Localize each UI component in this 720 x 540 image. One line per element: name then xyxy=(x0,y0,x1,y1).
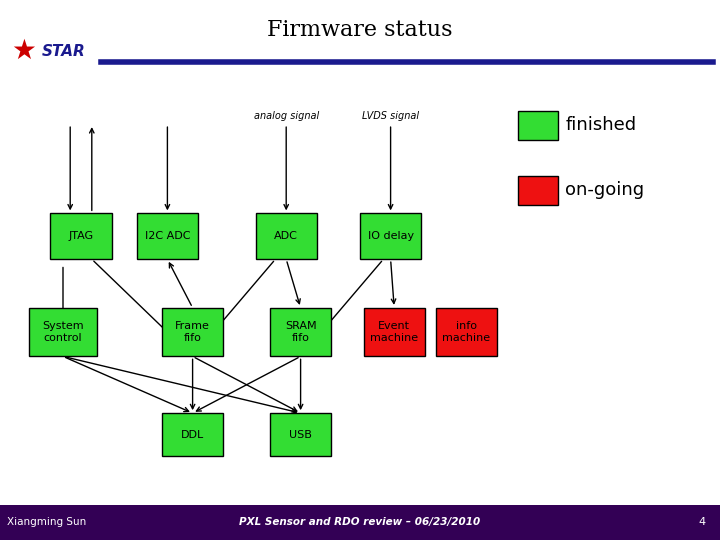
Text: PXL Sensor and RDO review – 06/23/2010: PXL Sensor and RDO review – 06/23/2010 xyxy=(239,517,481,527)
Text: 4: 4 xyxy=(698,517,706,527)
Text: on-going: on-going xyxy=(565,181,644,199)
Text: ★: ★ xyxy=(11,37,36,65)
FancyBboxPatch shape xyxy=(364,308,425,356)
Text: ADC: ADC xyxy=(274,231,298,241)
Text: IO delay: IO delay xyxy=(367,231,414,241)
FancyBboxPatch shape xyxy=(0,505,720,540)
FancyBboxPatch shape xyxy=(29,308,97,356)
Text: I2C ADC: I2C ADC xyxy=(145,231,190,241)
Text: USB: USB xyxy=(289,430,312,440)
Text: analog signal: analog signal xyxy=(254,111,319,121)
Text: STAR: STAR xyxy=(42,44,86,59)
Text: DDL: DDL xyxy=(181,430,204,440)
FancyBboxPatch shape xyxy=(270,413,331,456)
Text: Event
machine: Event machine xyxy=(370,321,418,343)
Text: SRAM
fifo: SRAM fifo xyxy=(285,321,316,343)
Text: Xiangming Sun: Xiangming Sun xyxy=(7,517,86,527)
Text: finished: finished xyxy=(565,116,636,134)
Text: Firmware status: Firmware status xyxy=(267,19,453,40)
Text: JTAG: JTAG xyxy=(68,231,94,241)
FancyBboxPatch shape xyxy=(162,308,223,356)
Text: info
machine: info machine xyxy=(442,321,490,343)
FancyBboxPatch shape xyxy=(436,308,497,356)
FancyBboxPatch shape xyxy=(162,413,223,456)
Text: Frame
fifo: Frame fifo xyxy=(175,321,210,343)
FancyBboxPatch shape xyxy=(256,213,317,259)
FancyBboxPatch shape xyxy=(50,213,112,259)
FancyBboxPatch shape xyxy=(270,308,331,356)
Text: LVDS signal: LVDS signal xyxy=(362,111,420,121)
FancyBboxPatch shape xyxy=(360,213,421,259)
FancyBboxPatch shape xyxy=(518,111,558,140)
Text: System
control: System control xyxy=(42,321,84,343)
FancyBboxPatch shape xyxy=(518,176,558,205)
FancyBboxPatch shape xyxy=(137,213,198,259)
